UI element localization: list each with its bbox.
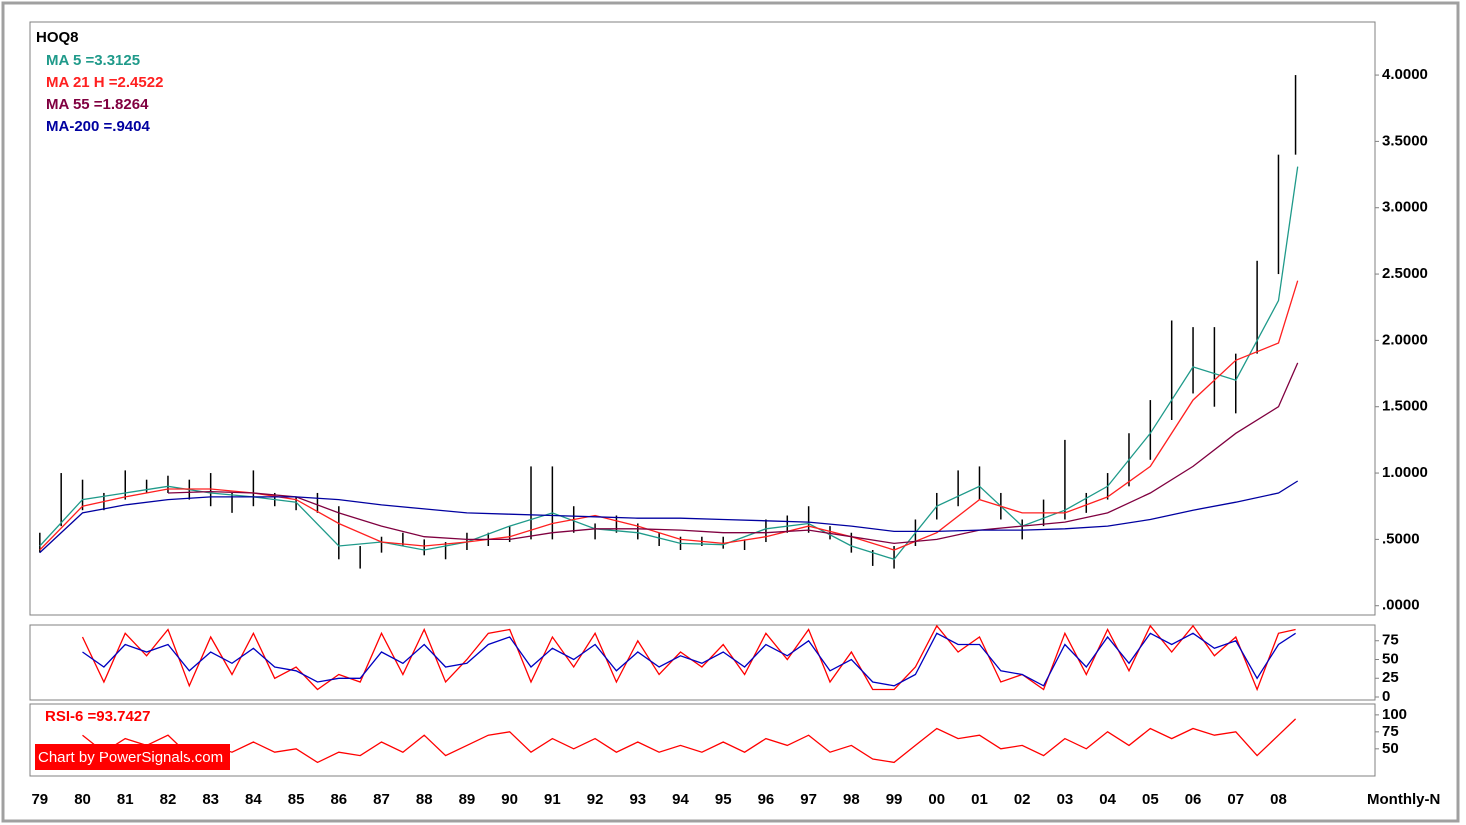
x-tick-label: 79	[31, 791, 48, 808]
y-tick-label: 50	[1382, 650, 1399, 667]
x-tick-label: 99	[886, 791, 903, 808]
series-line	[167, 362, 1299, 545]
y-tick-label: 1.5000	[1382, 398, 1428, 415]
series-line	[39, 480, 1299, 554]
stochastic-panel	[29, 624, 1376, 701]
y-tick-label: 2.0000	[1382, 331, 1428, 348]
x-tick-label: 92	[587, 791, 604, 808]
y-tick-label: 2.5000	[1382, 265, 1428, 282]
x-tick-label: 96	[758, 791, 775, 808]
price-panel	[29, 21, 1376, 616]
x-tick-label: 02	[1014, 791, 1031, 808]
y-tick-label: 100	[1382, 706, 1407, 723]
x-tick-label: 87	[373, 791, 390, 808]
legend-entry: MA 55 =1.8264	[46, 96, 149, 113]
x-tick-label: 95	[715, 791, 732, 808]
series-line	[82, 718, 1297, 764]
x-tick-label: 03	[1057, 791, 1074, 808]
y-tick-label: 1.0000	[1382, 464, 1428, 481]
x-tick-label: 88	[416, 791, 433, 808]
y-tick-label: .5000	[1382, 530, 1420, 547]
x-tick-label: 83	[202, 791, 219, 808]
y-tick-label: 4.0000	[1382, 66, 1428, 83]
x-tick-label: 01	[971, 791, 988, 808]
y-tick-label: 3.0000	[1382, 199, 1428, 216]
y-tick-label: 3.5000	[1382, 132, 1428, 149]
x-tick-label: 90	[501, 791, 518, 808]
x-tick-label: 08	[1270, 791, 1287, 808]
legend-entry: MA 21 H =2.4522	[46, 74, 163, 91]
x-tick-label: 85	[288, 791, 305, 808]
legend-entry: MA-200 =.9404	[46, 118, 150, 135]
x-tick-label: 98	[843, 791, 860, 808]
x-tick-label: 05	[1142, 791, 1159, 808]
credit: Chart by PowerSignals.com	[38, 749, 223, 766]
rsi-panel	[29, 703, 1376, 777]
x-tick-label: 86	[330, 791, 347, 808]
credit-box	[35, 744, 230, 770]
x-tick-label: 97	[800, 791, 817, 808]
x-tick-label: 84	[245, 791, 262, 808]
y-tick-label: 75	[1382, 723, 1399, 740]
x-tick-label: 80	[74, 791, 91, 808]
y-tick-label: .0000	[1382, 597, 1420, 614]
series-line	[82, 632, 1296, 687]
rsi-title: RSI-6 =93.7427	[45, 708, 151, 725]
x-axis-label: Monthly-N	[1367, 791, 1440, 808]
x-tick-label: 89	[459, 791, 476, 808]
x-tick-label: 81	[117, 791, 134, 808]
x-tick-label: 91	[544, 791, 561, 808]
x-tick-label: 82	[160, 791, 177, 808]
x-tick-label: 06	[1185, 791, 1202, 808]
chart-title: HOQ8	[36, 29, 79, 46]
x-tick-label: 04	[1099, 791, 1116, 808]
x-tick-label: 07	[1227, 791, 1244, 808]
x-tick-label: 93	[629, 791, 646, 808]
y-tick-label: 50	[1382, 740, 1399, 757]
x-tick-label: 94	[672, 791, 689, 808]
y-tick-label: 75	[1382, 632, 1399, 649]
x-tick-label: 00	[928, 791, 945, 808]
y-tick-label: 25	[1382, 669, 1399, 686]
legend-entry: MA 5 =3.3125	[46, 52, 140, 69]
y-tick-label: 0	[1382, 688, 1390, 705]
